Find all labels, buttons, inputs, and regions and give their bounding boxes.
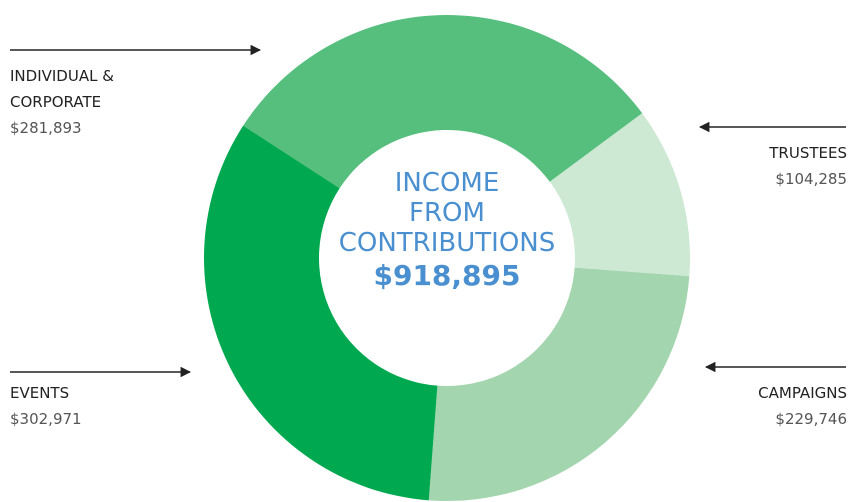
- category: TRUSTEES: [769, 144, 847, 162]
- value-label: $104,285: [775, 170, 847, 188]
- value-label: $229,746: [775, 410, 847, 428]
- total: $918,895: [373, 259, 521, 292]
- label: INDIVIDUAL & CORPORATE $281,893: [10, 63, 160, 141]
- category: CAMPAIGNS: [758, 384, 847, 402]
- value-label: $281,893: [10, 119, 82, 137]
- slice: [243, 14, 643, 189]
- label: TRUSTEES $104,285: [697, 140, 847, 192]
- label: CAMPAIGNS $229,746: [697, 380, 847, 432]
- value-label: $302,971: [10, 410, 82, 428]
- label: EVENTS $302,971: [10, 380, 160, 432]
- category: EVENTS: [10, 384, 70, 402]
- slice: [549, 113, 690, 277]
- center-text: INCOME FROM CONTRIBUTIONS $918,895: [317, 168, 577, 294]
- slice: [428, 267, 690, 501]
- slice: [204, 125, 438, 501]
- category: INDIVIDUAL & CORPORATE: [10, 67, 114, 111]
- chart-title: INCOME FROM CONTRIBUTIONS: [338, 168, 556, 258]
